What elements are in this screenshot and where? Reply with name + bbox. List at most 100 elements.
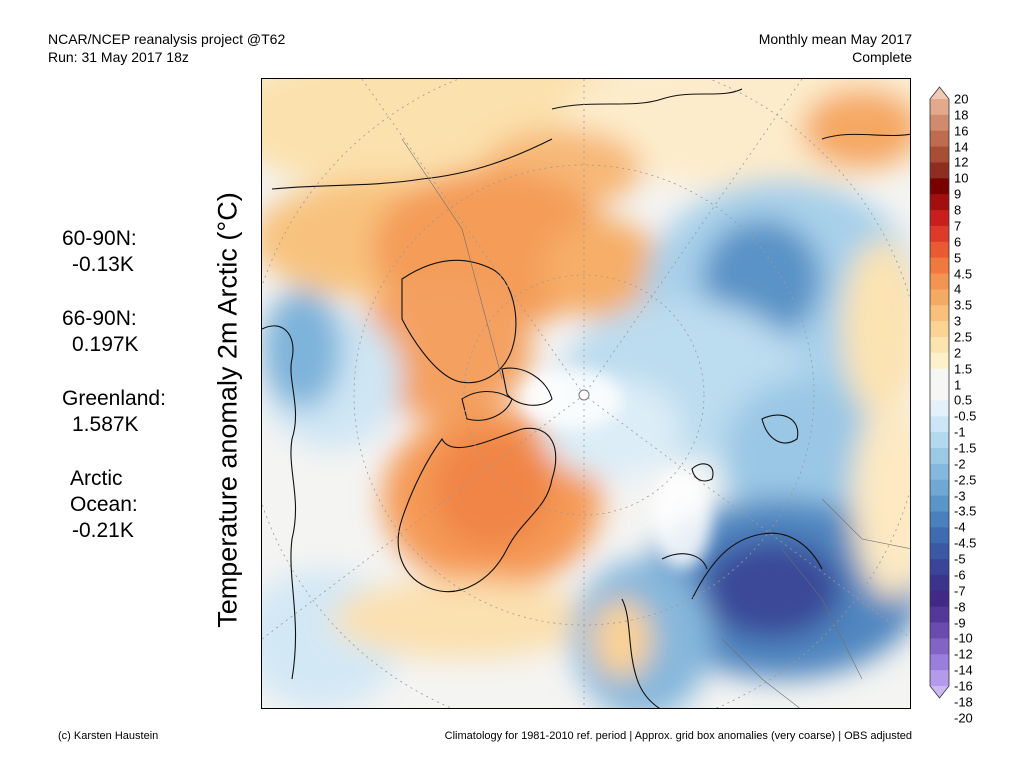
stat-name: Greenland: (62, 387, 166, 410)
stat-greenland: Greenland: 1.587K (62, 386, 180, 438)
status-label: Complete (852, 49, 912, 65)
colorbar-segment (930, 178, 949, 195)
colorbar-tick-label: 16 (954, 123, 969, 139)
colorbar-segment (930, 146, 949, 163)
colorbar-tick-label: 12 (954, 154, 969, 170)
colorbar-tick-label: -12 (954, 646, 973, 662)
colorbar-tick-label: 3 (954, 313, 962, 329)
colorbar-segment (930, 416, 949, 433)
colorbar-svg (929, 86, 950, 699)
colorbar-segment (930, 527, 949, 544)
credit: (c) Karsten Haustein (58, 730, 159, 742)
colorbar-segment (930, 511, 949, 528)
colorbar-tick-label: -18 (954, 694, 973, 710)
colorbar-segment (930, 130, 949, 148)
colorbar-bottom-triangle (930, 686, 949, 698)
colorbar-tick-label: 5 (954, 250, 962, 266)
colorbar-segment (930, 654, 949, 671)
colorbar-segment (930, 670, 949, 687)
colorbar-segment (930, 289, 949, 306)
colorbar-segment (930, 384, 949, 401)
colorbar-segment (930, 479, 949, 497)
colorbar-outline (929, 86, 950, 699)
run-time: Run: 31 May 2017 18z (48, 49, 189, 65)
colorbar-segment (930, 114, 949, 132)
colorbar-segment (930, 241, 949, 259)
region-stats: 60-90N: -0.13K 66-90N: 0.197K Greenland:… (62, 226, 180, 572)
colorbar-segment (930, 559, 949, 576)
colorbar-ticks: 20 18 16 14 12 10 9 8 7 6 5 4.5 4 3.5 3 2.5 2 1.5 1 0.5 -0.5… (954, 87, 1014, 725)
colorbar-segment (930, 99, 949, 116)
colorbar-tick-label: 10 (954, 170, 969, 186)
colorbar-top-triangle (930, 87, 949, 99)
colorbar-segment (930, 400, 949, 417)
colorbar-segment (930, 638, 949, 655)
colorbar-tick-label: -0.5 (954, 408, 977, 424)
stat-60-90n: 60-90N: -0.13K (62, 226, 180, 278)
stat-name: Arctic Ocean: (70, 467, 138, 516)
colorbar-segment (930, 225, 949, 243)
colorbar-segment (930, 162, 949, 179)
colorbar-tick-label: 2.5 (954, 329, 973, 345)
colorbar-tick-label: -2.5 (954, 472, 977, 488)
stat-value: -0.13K (72, 253, 134, 276)
colorbar-tick-label: 2 (954, 345, 962, 361)
colorbar-tick-label: -3 (954, 488, 966, 504)
colorbar-tick-label: -9 (954, 615, 966, 631)
header-right: Monthly mean May 2017 Complete (759, 30, 912, 66)
colorbar-segment (930, 210, 949, 227)
colorbar-tick-label: -5 (954, 551, 966, 567)
map-canvas (262, 79, 910, 708)
colorbar-tick-label: -7 (954, 583, 966, 599)
colorbar-tick-label: -16 (954, 678, 973, 694)
colorbar-tick-label: -1.5 (954, 440, 977, 456)
colorbar-segment (930, 257, 949, 275)
colorbar-tick-label: 3.5 (954, 297, 973, 313)
colorbar-tick-label: -14 (954, 662, 973, 678)
stat-value: 1.587K (72, 413, 139, 436)
colorbar-tick-label: -6 (954, 567, 966, 583)
colorbar-tick-label: 1.5 (954, 361, 973, 377)
colorbar-tick-label: 18 (954, 107, 969, 123)
colorbar-tick-label: 4 (954, 281, 962, 297)
colorbar-segment (930, 432, 949, 449)
colorbar-segment (930, 590, 949, 608)
colorbar-tick-label: -2 (954, 456, 966, 472)
axis-label: Temperature anomaly 2m Arctic (°C) (212, 192, 243, 628)
colorbar-tick-label: 1 (954, 377, 962, 393)
colorbar-segment (930, 352, 949, 370)
colorbar-segment (930, 574, 949, 592)
colorbar-tick-label: -4 (954, 519, 966, 535)
stat-arctic-ocean: Arctic Ocean: -0.21K (62, 466, 180, 544)
source-title: NCAR/NCEP reanalysis project @T62 (48, 31, 286, 47)
colorbar-segment (930, 305, 949, 322)
near-zero-areas (522, 369, 712, 569)
header-left: NCAR/NCEP reanalysis project @T62 Run: 3… (48, 30, 285, 66)
colorbar-tick-label: 9 (954, 186, 962, 202)
north-pole-marker (578, 389, 590, 401)
colorbar-tick-label: 7 (954, 218, 962, 234)
colorbar-tick-label: 8 (954, 202, 962, 218)
colorbar-tick-label: -1 (954, 424, 966, 440)
colorbar-segment (930, 368, 949, 386)
colorbar-segment (930, 495, 949, 512)
colorbar-tick-label: -10 (954, 630, 973, 646)
colorbar-segment (930, 321, 949, 338)
colorbar-segment (930, 622, 949, 639)
colorbar-segment (930, 543, 949, 560)
stat-value: 0.197K (72, 333, 139, 356)
colorbar-segment (930, 606, 949, 624)
colorbar-tick-label: 6 (954, 234, 962, 250)
colorbar-segment (930, 194, 949, 211)
colorbar-tick-label: -4.5 (954, 535, 977, 551)
period-title: Monthly mean May 2017 (758, 31, 912, 47)
colorbar-segment (930, 448, 949, 465)
colorbar-tick-label: -8 (954, 599, 966, 615)
colorbar-tick-label: 4.5 (954, 266, 973, 281)
stat-66-90n: 66-90N: 0.197K (62, 306, 180, 358)
footer-note: Climatology for 1981-2010 ref. period | … (444, 730, 912, 742)
stat-name: 66-90N: (62, 307, 137, 330)
colorbar-tick-label: -20 (954, 710, 973, 726)
colorbar-tick-label: 0.5 (954, 392, 973, 408)
colorbar-tick-label: -3.5 (954, 503, 977, 519)
